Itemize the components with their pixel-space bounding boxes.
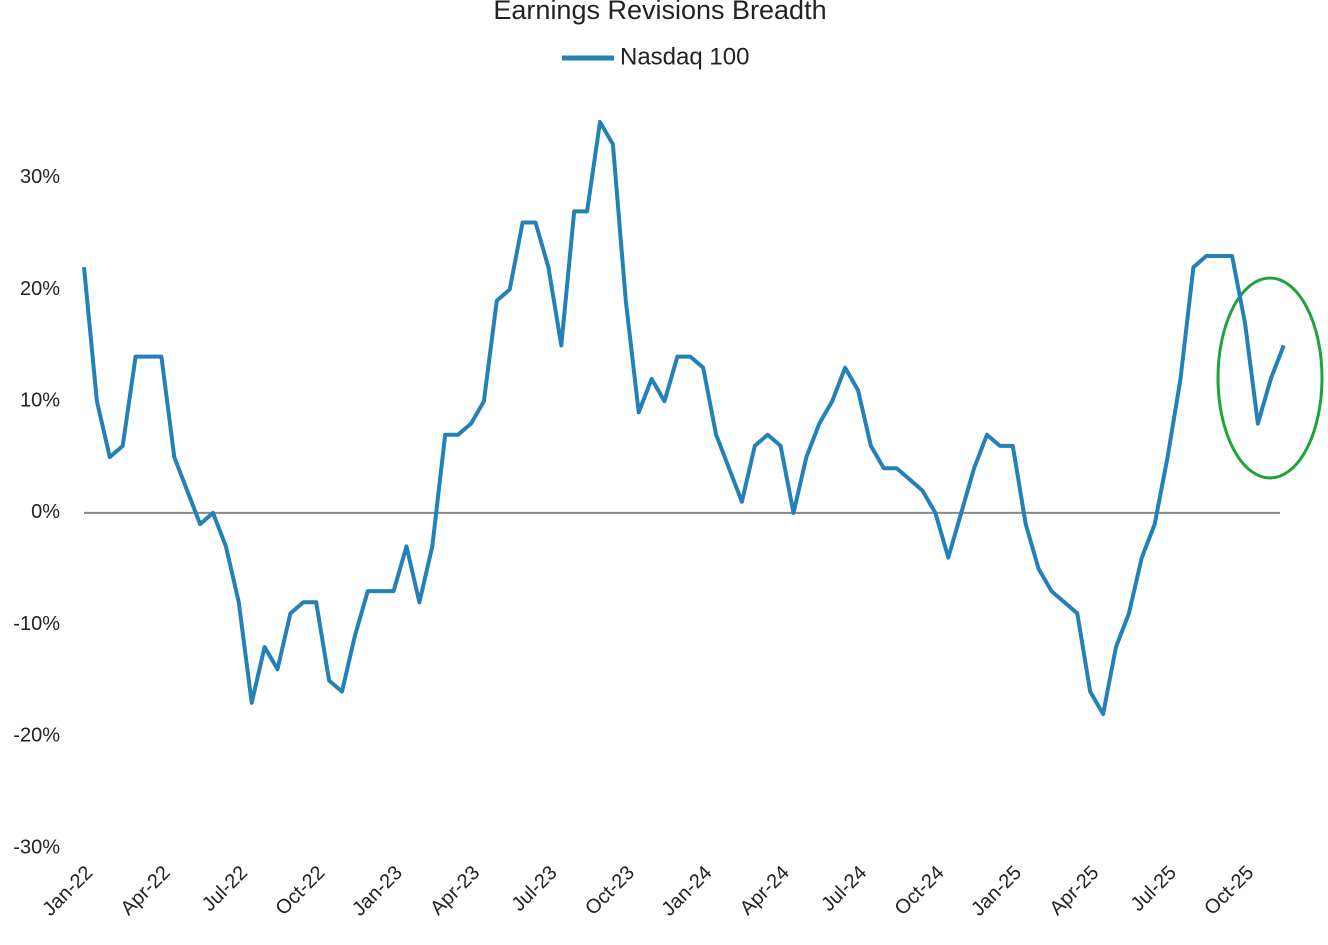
- y-tick-label: 20%: [20, 278, 60, 300]
- x-tick-label: Oct-23: [581, 862, 639, 920]
- x-tick-label: Apr-23: [426, 862, 484, 920]
- x-tick-label: Jan-23: [348, 862, 407, 921]
- y-tick-label: -30%: [13, 836, 60, 858]
- x-tick-label: Jul-24: [817, 862, 871, 916]
- x-tick-label: Jul-22: [198, 862, 252, 916]
- x-tick-label: Apr-22: [117, 862, 175, 920]
- x-tick-label: Jul-23: [508, 862, 562, 916]
- y-tick-label: 0%: [31, 501, 60, 523]
- highlight-ellipse: [1216, 276, 1324, 480]
- y-tick-label: 30%: [20, 166, 60, 188]
- x-tick-label: Apr-25: [1045, 862, 1103, 920]
- x-tick-label: Oct-24: [891, 862, 949, 920]
- x-tick-label: Oct-22: [271, 862, 329, 920]
- x-tick-label: Jan-25: [967, 862, 1026, 921]
- x-tick-label: Jan-24: [658, 862, 717, 921]
- x-tick-label: Jul-25: [1127, 862, 1181, 916]
- y-tick-label: -10%: [13, 613, 60, 635]
- y-tick-label: -20%: [13, 725, 60, 747]
- x-tick-label: Apr-24: [736, 862, 794, 920]
- data-line: [82, 120, 1286, 716]
- y-tick-label: 10%: [20, 390, 60, 412]
- x-tick-label: Jan-22: [38, 862, 97, 921]
- legend-label: Nasdaq 100: [620, 43, 749, 70]
- x-tick-label: Oct-25: [1200, 862, 1258, 920]
- chart-title: Earnings Revisions Breadth: [493, 0, 826, 25]
